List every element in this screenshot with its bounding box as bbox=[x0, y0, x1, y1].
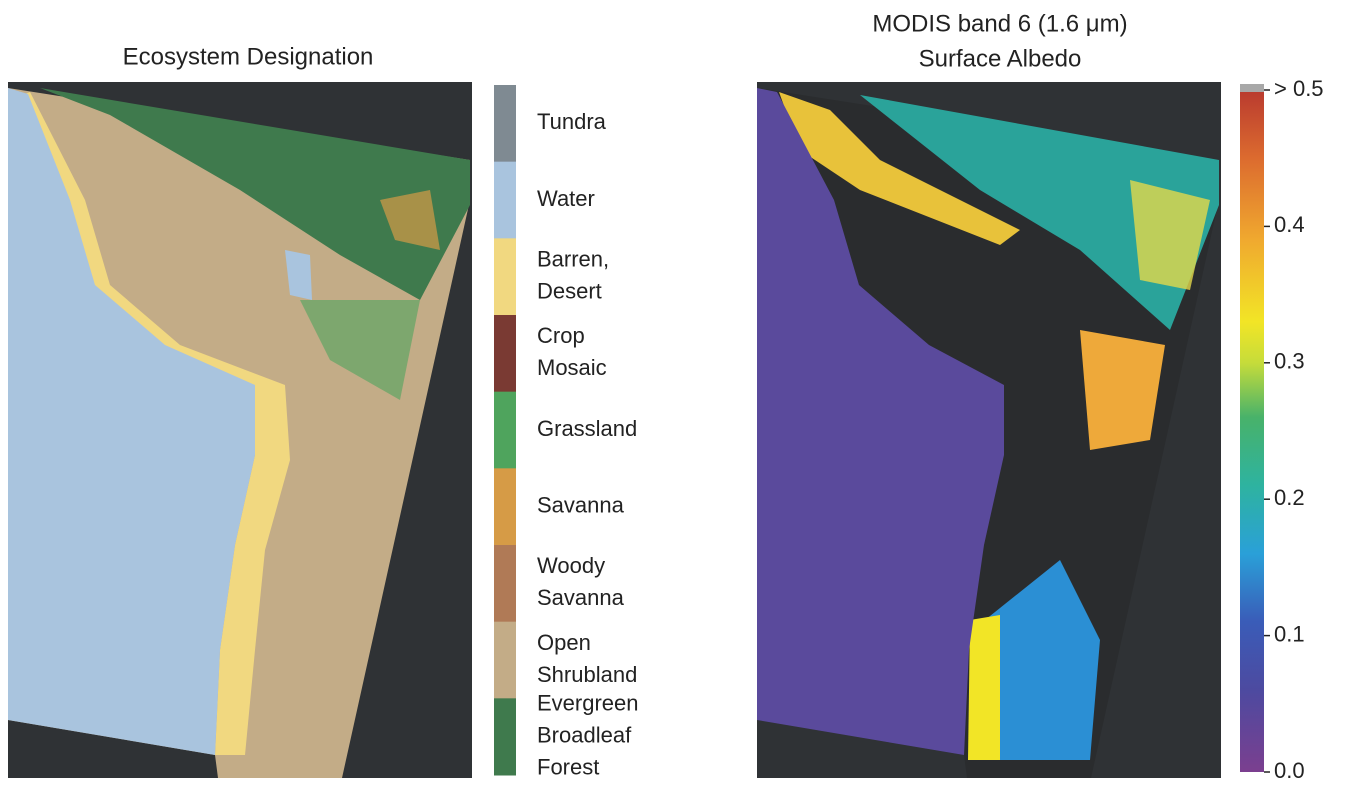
figure: Ecosystem Designation Tundra Water Barren,… bbox=[0, 0, 1352, 796]
tick-label: 0.1 bbox=[1274, 621, 1305, 646]
legend-swatch bbox=[494, 545, 516, 622]
legend-label: Savanna bbox=[537, 585, 625, 610]
legend: Tundra Water Barren, Desert Crop Mosaic Grassl… bbox=[494, 85, 639, 779]
tick-label: > 0.5 bbox=[1274, 76, 1324, 101]
legend-label: Savanna bbox=[537, 492, 625, 517]
legend-label: Forest bbox=[537, 754, 599, 779]
panel-title: Surface Albedo bbox=[919, 45, 1082, 72]
ecosystem-map bbox=[8, 82, 472, 778]
tick-label: 0.3 bbox=[1274, 349, 1305, 374]
legend-swatch bbox=[494, 698, 516, 775]
legend-label: Evergreen bbox=[537, 690, 639, 715]
legend-swatch bbox=[494, 468, 516, 545]
legend-label: Tundra bbox=[537, 109, 607, 134]
legend-label: Woody bbox=[537, 553, 605, 578]
legend-swatch bbox=[494, 85, 516, 162]
colorbar: 0.0 0.1 0.2 0.3 0.4 > 0.5 bbox=[1240, 76, 1324, 783]
legend-swatch bbox=[494, 162, 516, 239]
legend-swatch bbox=[494, 392, 516, 469]
colorbar-gradient bbox=[1240, 90, 1264, 772]
legend-label: Barren, bbox=[537, 246, 609, 271]
legend-swatch bbox=[494, 238, 516, 315]
panel-title: Ecosystem Designation bbox=[123, 43, 374, 70]
legend-label: Mosaic bbox=[537, 355, 607, 380]
legend-label: Desert bbox=[537, 278, 602, 303]
legend-label: Open bbox=[537, 630, 591, 655]
colorbar-cap bbox=[1240, 84, 1264, 92]
legend-label: Water bbox=[537, 186, 595, 211]
tick-label: 0.4 bbox=[1274, 212, 1305, 237]
legend-label: Grassland bbox=[537, 416, 637, 441]
panel-title: MODIS band 6 (1.6 μm) bbox=[872, 10, 1127, 37]
tick-label: 0.2 bbox=[1274, 485, 1305, 510]
tick-label: 0.0 bbox=[1274, 758, 1305, 783]
legend-swatch bbox=[494, 315, 516, 392]
legend-label: Shrubland bbox=[537, 662, 637, 687]
legend-label: Broadleaf bbox=[537, 722, 632, 747]
legend-swatch bbox=[494, 622, 516, 699]
albedo-map bbox=[757, 82, 1221, 778]
legend-label: Crop bbox=[537, 323, 585, 348]
